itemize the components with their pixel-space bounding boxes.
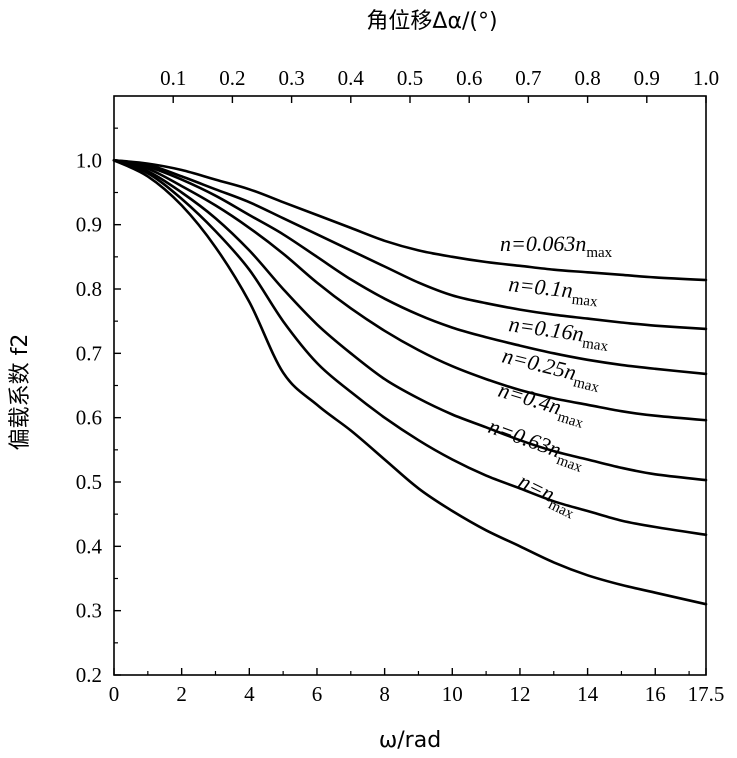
top-axis-title: 角位移Δα/(°) (366, 9, 497, 34)
series-line-6 (112, 159, 708, 606)
y-tick-label: 1.0 (76, 148, 102, 172)
x-tick-label: 8 (379, 682, 390, 706)
x-tick-label: 6 (312, 682, 323, 706)
y-tick-label: 0.3 (76, 599, 102, 623)
series-line-2 (112, 159, 708, 376)
x2-tick-label: 0.6 (456, 66, 482, 90)
y-tick-label: 0.4 (76, 534, 103, 558)
y-tick-label: 0.6 (76, 406, 102, 430)
y-tick-label: 0.5 (76, 470, 102, 494)
tick-marks (113, 96, 707, 676)
x-tick-label: 12 (509, 682, 530, 706)
x-tick-label: 2 (176, 682, 187, 706)
x2-tick-label: 0.2 (219, 66, 245, 90)
x-tick-label: 16 (645, 682, 666, 706)
x2-tick-label: 0.7 (515, 66, 541, 90)
series-label-0: n=0.063nmax (500, 231, 613, 261)
series-label-6: n=nmax (513, 468, 583, 523)
x2-tick-label: 0.4 (338, 66, 365, 90)
x2-tick-label: 0.1 (160, 66, 186, 90)
plot-frame (113, 95, 707, 676)
y-tick-label: 0.7 (76, 341, 102, 365)
x-tick-label: 14 (577, 682, 599, 706)
x2-tick-label: 0.5 (397, 66, 423, 90)
y-tick-label: 0.8 (76, 277, 102, 301)
series-line-0 (112, 159, 708, 282)
x-tick-label: 4 (244, 682, 255, 706)
series-line-3 (112, 159, 708, 422)
x-tick-label: 0 (109, 682, 120, 706)
x2-tick-label: 1.0 (693, 66, 719, 90)
x2-tick-label: 0.9 (634, 66, 660, 90)
x2-tick-label: 0.3 (278, 66, 304, 90)
series-lines (112, 159, 708, 606)
series-line-5 (112, 159, 708, 537)
axes-frame (113, 95, 707, 676)
x2-tick-label: 0.8 (574, 66, 600, 90)
series-labels: n=0.063nmaxn=0.1nmaxn=0.16nmaxn=0.25nmax… (485, 231, 613, 523)
x-tick-label: 17.5 (688, 682, 725, 706)
tick-labels: 0 2 4 6 8 10 12 14 16 17.5 0.2 0.3 0.4 0.5 0.6 0.7 0.8 0.… (76, 66, 725, 706)
y-tick-label: 0.9 (76, 213, 102, 237)
y-tick-label: 0.2 (76, 663, 102, 687)
series-line-1 (112, 159, 708, 331)
x-axis-title: ω/rad (379, 728, 441, 753)
x-tick-label: 10 (442, 682, 463, 706)
y-axis-title: 偏载系数 f2 (8, 334, 33, 451)
series-line-4 (112, 159, 708, 482)
series-label-1: n=0.1nmax (507, 271, 600, 310)
